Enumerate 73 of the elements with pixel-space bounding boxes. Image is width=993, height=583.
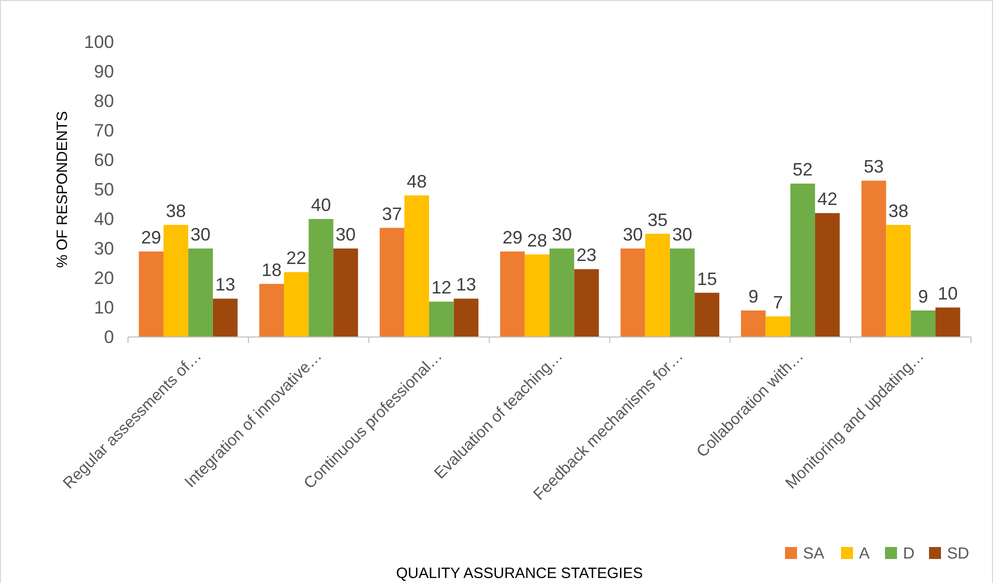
bar	[308, 219, 334, 337]
bar	[935, 308, 960, 337]
data-label: 30	[336, 224, 356, 244]
data-label: 12	[431, 278, 452, 298]
y-tick-label: 100	[84, 32, 114, 52]
data-label: 9	[918, 286, 928, 306]
x-axis-title: QUALITY ASSURANCE STATEGIES	[396, 565, 643, 582]
bar	[574, 269, 599, 337]
bar	[790, 184, 816, 337]
data-label: 7	[773, 292, 784, 312]
data-label: 37	[382, 204, 402, 224]
bar	[524, 254, 550, 337]
data-label: 13	[215, 274, 236, 295]
bar	[815, 213, 840, 337]
data-label: 53	[864, 156, 884, 177]
data-label: 30	[672, 224, 692, 244]
y-tick-label: 80	[94, 90, 114, 111]
bar	[620, 248, 646, 337]
bar	[886, 224, 911, 337]
bar	[550, 248, 574, 337]
data-label: 29	[502, 227, 522, 248]
data-label: 13	[456, 274, 476, 295]
bar	[284, 272, 309, 337]
bar	[766, 316, 790, 337]
y-tick-label: 50	[94, 179, 114, 200]
bar	[333, 248, 358, 337]
y-tick-label: 90	[94, 61, 114, 82]
data-label: 9	[748, 286, 758, 306]
bar	[164, 224, 188, 337]
bar	[500, 251, 525, 337]
bar	[645, 234, 670, 337]
data-label: 30	[190, 224, 211, 244]
data-label: 42	[817, 189, 838, 210]
data-label: 38	[166, 200, 186, 221]
bar	[188, 248, 213, 337]
bar	[259, 284, 284, 337]
data-label: 29	[141, 227, 162, 248]
bar	[910, 310, 936, 337]
bar	[380, 228, 404, 337]
legend-label: A	[859, 546, 870, 563]
data-label: 23	[576, 245, 597, 266]
bar	[740, 310, 766, 337]
legend-label: D	[903, 546, 915, 563]
y-tick-label: 20	[94, 268, 114, 288]
data-label: 35	[648, 210, 668, 230]
y-tick-label: 30	[94, 238, 114, 258]
data-label: 10	[938, 284, 958, 304]
data-label: 38	[888, 200, 908, 221]
y-tick-label: 10	[94, 297, 114, 318]
data-label: 52	[792, 160, 813, 180]
y-tick-label: 70	[94, 120, 114, 140]
data-label: 40	[310, 195, 331, 215]
y-axis-title: % OF RESPONDENTS	[54, 111, 71, 268]
y-tick-label: 60	[94, 150, 114, 170]
bar	[429, 302, 454, 337]
bar	[694, 292, 720, 337]
data-label: 18	[262, 260, 282, 280]
legend-label: SD	[947, 546, 970, 563]
y-tick-label: 0	[104, 326, 114, 347]
y-tick-label: 40	[94, 208, 114, 229]
bar	[454, 298, 478, 337]
bar	[138, 251, 164, 337]
legend-label: SA	[803, 546, 825, 563]
data-label: 30	[622, 224, 643, 244]
bar	[212, 298, 238, 337]
bar	[404, 195, 430, 337]
bar	[670, 248, 695, 337]
data-label: 30	[552, 224, 572, 244]
data-label: 48	[406, 171, 427, 192]
data-label: 15	[696, 268, 717, 289]
data-label: 28	[527, 230, 548, 250]
data-label: 22	[286, 248, 306, 268]
bar	[861, 180, 886, 337]
